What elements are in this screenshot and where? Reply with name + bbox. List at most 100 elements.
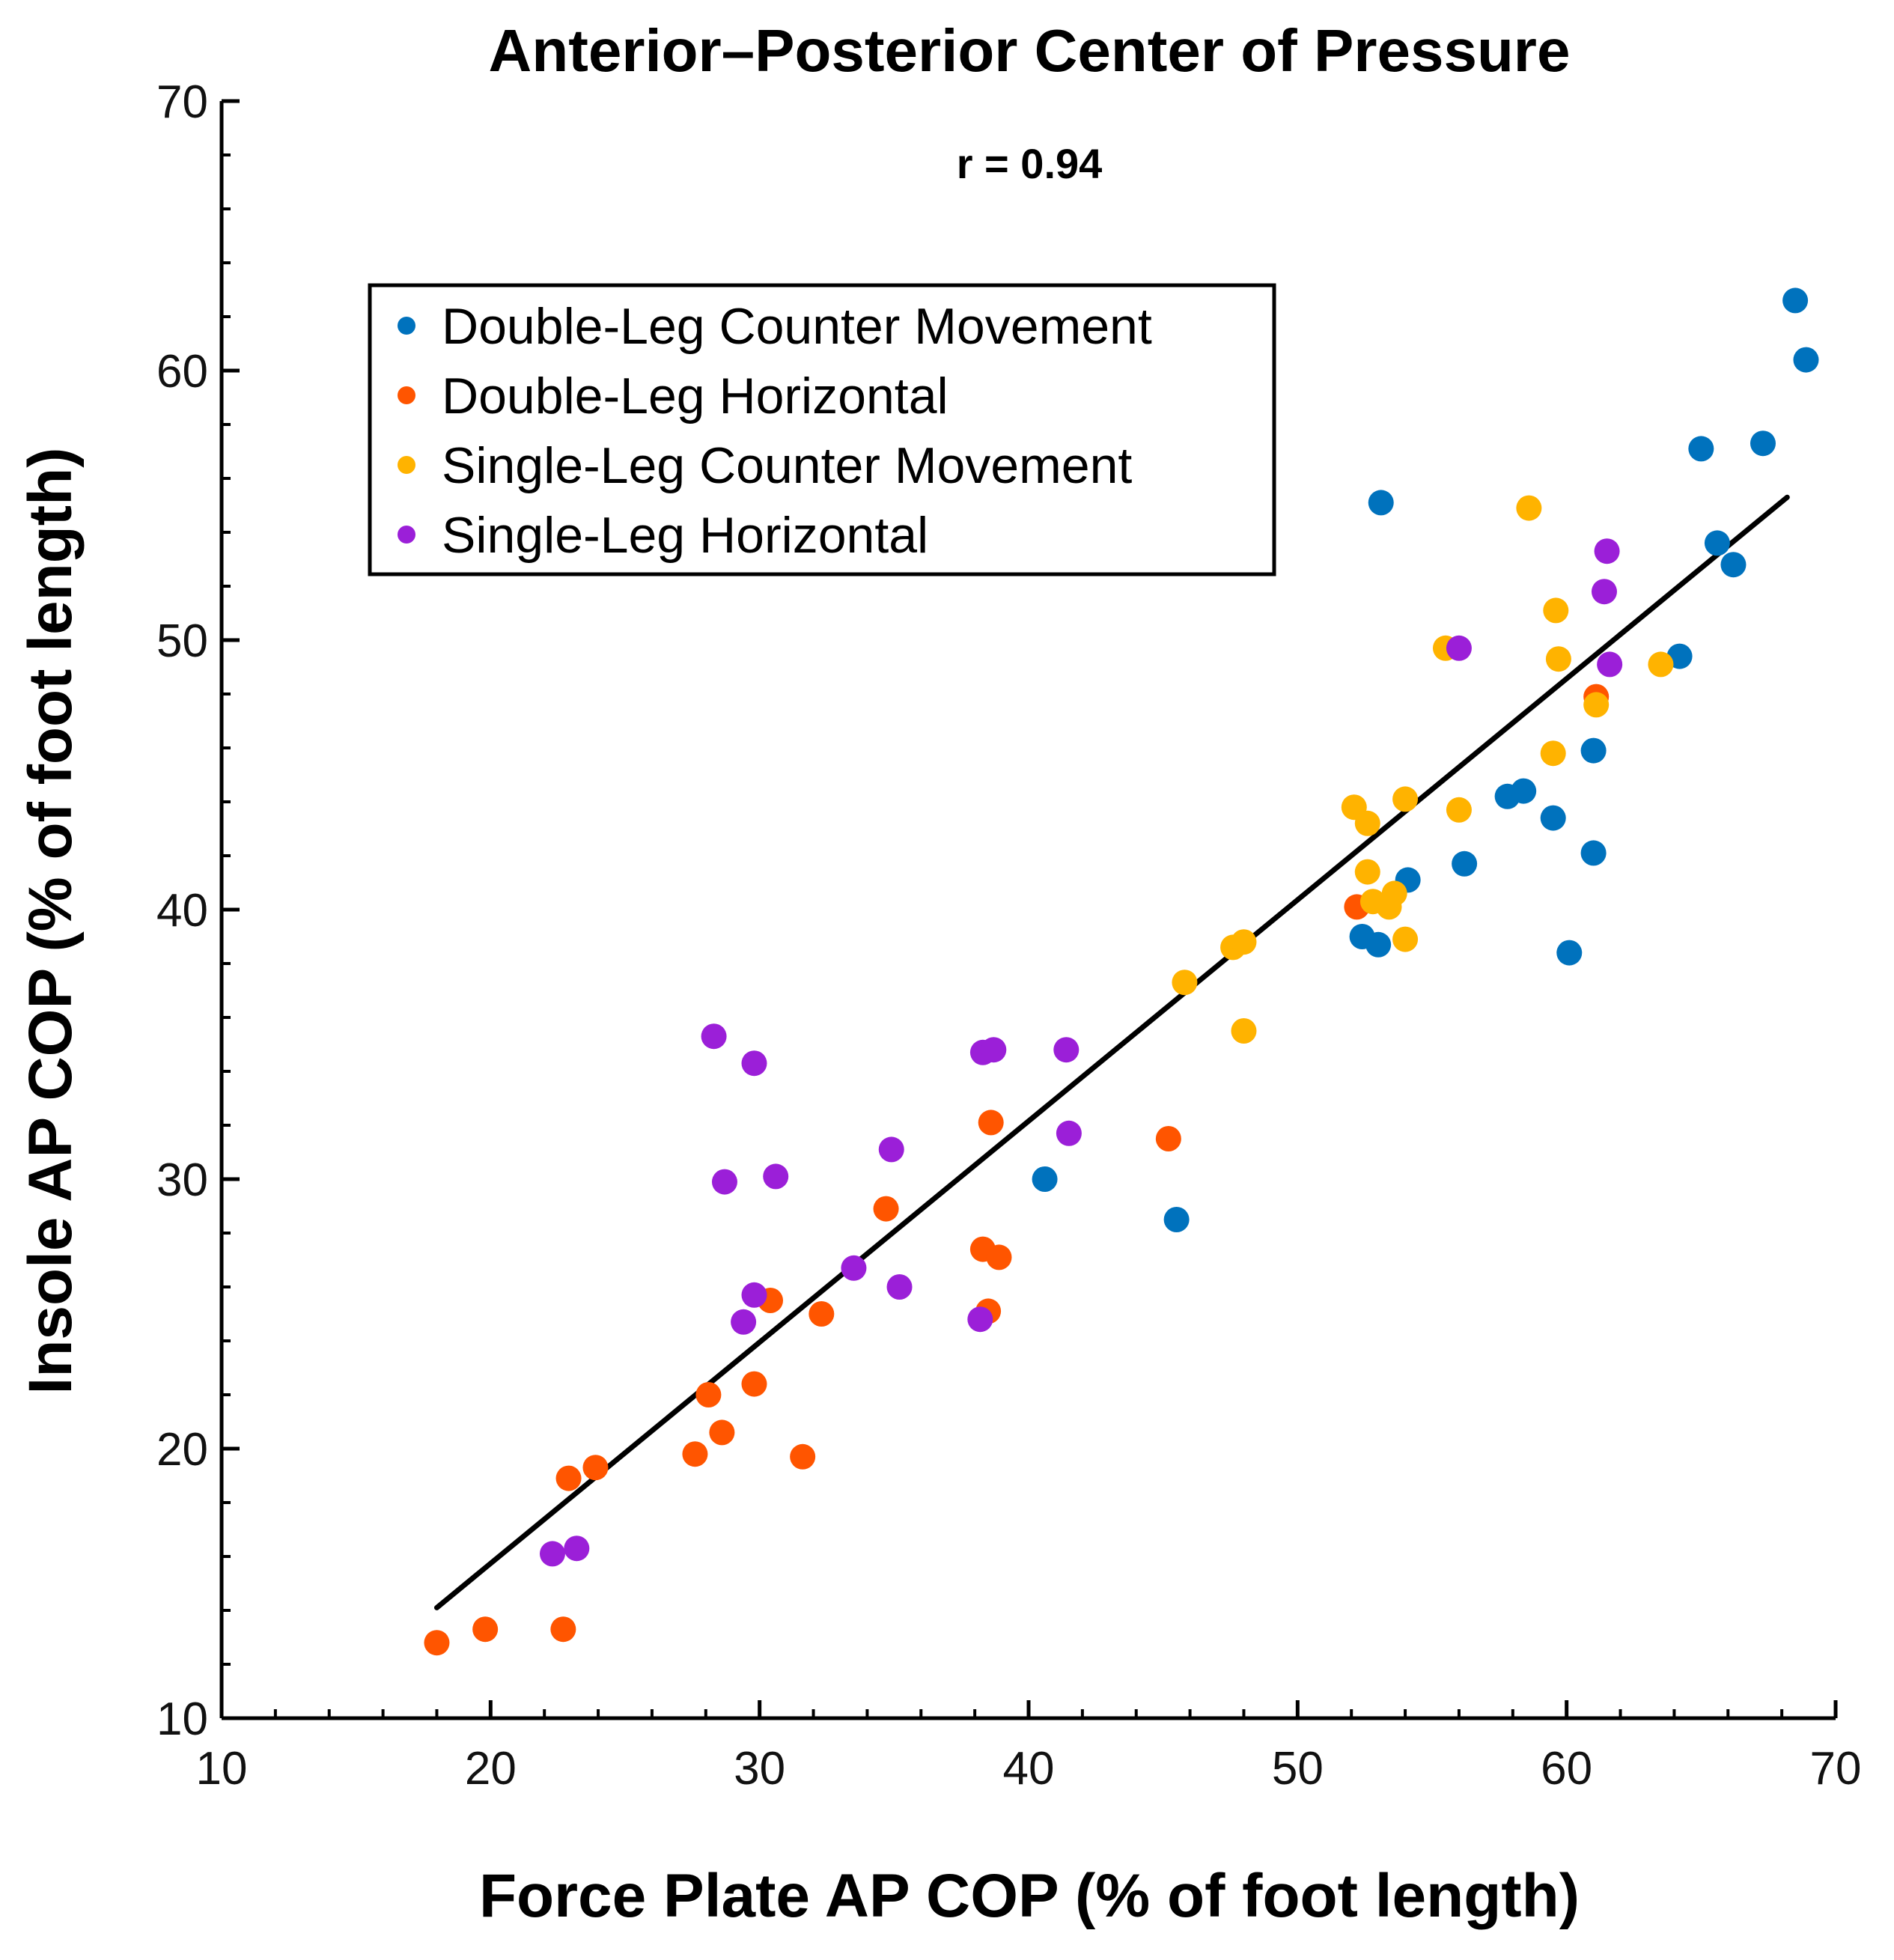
data-point <box>731 1309 757 1335</box>
data-point <box>1155 1126 1181 1151</box>
y-tick-label: 40 <box>156 885 208 937</box>
data-point <box>711 1169 737 1195</box>
legend-marker <box>398 456 415 474</box>
data-point <box>1556 940 1583 966</box>
data-point <box>1543 597 1569 624</box>
legend-marker <box>398 526 415 544</box>
data-point <box>1163 1207 1190 1232</box>
y-tick-label: 20 <box>156 1424 208 1476</box>
data-point <box>873 1196 899 1222</box>
data-point <box>682 1441 708 1467</box>
x-tick-label: 50 <box>1272 1743 1324 1795</box>
data-point <box>1704 530 1730 556</box>
data-point <box>1591 579 1617 605</box>
data-point <box>1446 635 1472 661</box>
data-point <box>1597 651 1623 678</box>
y-tick-label: 10 <box>156 1693 208 1745</box>
chart-title: Anterior–Posterior Center of Pressure <box>489 17 1571 84</box>
data-point <box>981 1037 1007 1063</box>
data-point <box>1540 805 1566 831</box>
legend-marker <box>398 317 415 335</box>
data-point <box>878 1136 904 1163</box>
data-point <box>1511 778 1537 804</box>
legend-marker <box>398 386 415 404</box>
fit-line-group <box>433 494 1790 1610</box>
regression-line <box>433 494 1790 1610</box>
data-point <box>1231 929 1257 955</box>
legend-label: Double-Leg Counter Movement <box>442 298 1152 355</box>
x-axis-label: Force Plate AP COP (% of foot length) <box>479 1862 1580 1930</box>
legend-label: Single-Leg Counter Movement <box>442 437 1132 494</box>
data-point <box>1376 894 1402 920</box>
legend-box <box>368 283 1276 576</box>
data-point <box>1032 1166 1058 1192</box>
data-point <box>1688 436 1714 462</box>
data-points <box>424 287 1819 1656</box>
data-point <box>741 1050 767 1077</box>
series-2 <box>424 684 1610 1656</box>
data-point <box>1750 430 1776 457</box>
data-point <box>1540 740 1566 767</box>
x-tick-label: 60 <box>1541 1743 1592 1795</box>
data-point <box>1446 797 1472 823</box>
data-point <box>695 1382 722 1407</box>
data-point <box>1172 970 1198 996</box>
data-point <box>472 1616 499 1643</box>
data-point <box>1056 1120 1082 1146</box>
y-axis-label: Insole AP COP (% of foot length) <box>16 448 85 1395</box>
series-4 <box>539 538 1623 1567</box>
data-point <box>1580 840 1607 866</box>
data-point <box>1231 1018 1257 1044</box>
data-point <box>555 1465 582 1491</box>
x-tick-label: 40 <box>1003 1743 1055 1795</box>
x-tick-label: 10 <box>196 1743 248 1795</box>
data-point <box>1580 737 1607 764</box>
data-point <box>1545 646 1571 672</box>
y-tick-label: 30 <box>156 1154 208 1206</box>
x-tick-label: 20 <box>465 1743 517 1795</box>
data-point <box>763 1163 789 1190</box>
legend-label: Double-Leg Horizontal <box>442 368 948 424</box>
data-point <box>1354 859 1380 885</box>
data-point <box>1452 850 1478 877</box>
y-tick-label: 60 <box>156 346 208 398</box>
data-point <box>1516 495 1542 521</box>
data-point <box>1594 538 1620 564</box>
x-tick-label: 30 <box>734 1743 785 1795</box>
data-point <box>424 1630 450 1656</box>
data-point <box>709 1419 735 1446</box>
data-point <box>539 1541 565 1567</box>
data-point <box>841 1255 867 1281</box>
data-point <box>741 1371 767 1397</box>
legend-label: Single-Leg Horizontal <box>442 507 928 564</box>
legend: Double-Leg Counter Movement Double-Leg Ho… <box>368 283 1276 576</box>
data-point <box>582 1455 609 1481</box>
correlation-annotation: r = 0.94 <box>957 140 1103 187</box>
series-1 <box>1032 287 1819 1232</box>
x-tick-label: 70 <box>1810 1743 1862 1795</box>
data-point <box>886 1274 913 1300</box>
data-point <box>701 1023 727 1050</box>
data-point <box>809 1301 835 1327</box>
data-point <box>1392 926 1419 952</box>
data-point <box>1365 931 1392 958</box>
data-point <box>790 1443 816 1470</box>
data-point <box>1648 651 1674 678</box>
data-point <box>967 1306 993 1333</box>
data-point <box>741 1282 767 1308</box>
data-point <box>986 1244 1012 1270</box>
data-point <box>1782 287 1809 314</box>
data-point <box>1720 552 1747 578</box>
data-point <box>1583 692 1610 718</box>
y-tick-label: 70 <box>156 76 208 128</box>
data-point <box>1354 810 1380 836</box>
data-point <box>978 1110 1004 1136</box>
data-point <box>1392 786 1419 812</box>
data-point <box>564 1536 590 1562</box>
axes: 10 20 30 40 50 60 70 10 20 30 40 50 60 70 <box>156 76 1861 1795</box>
data-point <box>1053 1037 1080 1063</box>
series-3 <box>1172 495 1674 1044</box>
data-point <box>1793 347 1819 373</box>
y-tick-label: 50 <box>156 615 208 667</box>
